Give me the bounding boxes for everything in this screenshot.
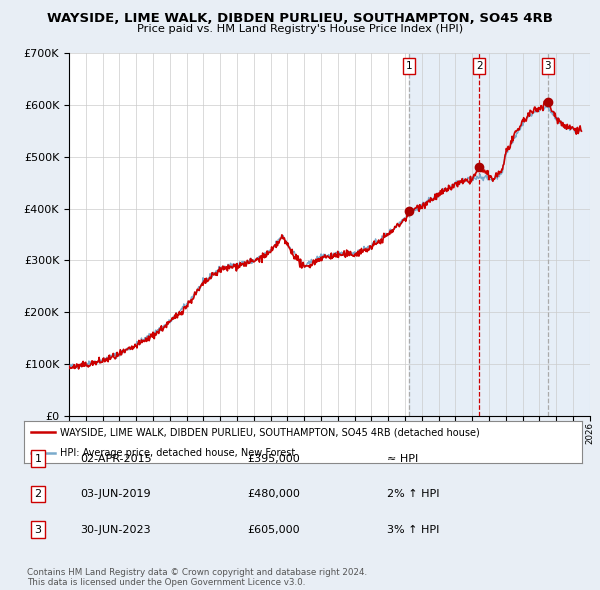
- Text: 1: 1: [34, 454, 41, 464]
- Text: 2: 2: [34, 489, 41, 499]
- Text: 2% ↑ HPI: 2% ↑ HPI: [387, 489, 439, 499]
- Text: Price paid vs. HM Land Registry's House Price Index (HPI): Price paid vs. HM Land Registry's House …: [137, 24, 463, 34]
- Text: Contains HM Land Registry data © Crown copyright and database right 2024.
This d: Contains HM Land Registry data © Crown c…: [27, 568, 367, 587]
- Text: 1: 1: [406, 61, 413, 71]
- Text: 03-JUN-2019: 03-JUN-2019: [80, 489, 151, 499]
- Text: WAYSIDE, LIME WALK, DIBDEN PURLIEU, SOUTHAMPTON, SO45 4RB (detached house): WAYSIDE, LIME WALK, DIBDEN PURLIEU, SOUT…: [60, 427, 480, 437]
- Text: £480,000: £480,000: [247, 489, 300, 499]
- Text: £605,000: £605,000: [247, 525, 300, 535]
- Text: 3: 3: [34, 525, 41, 535]
- Bar: [561, 53, 590, 416]
- Text: ≈ HPI: ≈ HPI: [387, 454, 418, 464]
- Text: HPI: Average price, detached house, New Forest: HPI: Average price, detached house, New …: [60, 448, 296, 457]
- Text: WAYSIDE, LIME WALK, DIBDEN PURLIEU, SOUTHAMPTON, SO45 4RB: WAYSIDE, LIME WALK, DIBDEN PURLIEU, SOUT…: [47, 12, 553, 25]
- Text: 30-JUN-2023: 30-JUN-2023: [80, 525, 151, 535]
- Text: 02-APR-2015: 02-APR-2015: [80, 454, 151, 464]
- Text: 3% ↑ HPI: 3% ↑ HPI: [387, 525, 439, 535]
- Text: 2: 2: [476, 61, 482, 71]
- Bar: [409, 53, 590, 416]
- Text: 3: 3: [544, 61, 551, 71]
- Text: £395,000: £395,000: [247, 454, 300, 464]
